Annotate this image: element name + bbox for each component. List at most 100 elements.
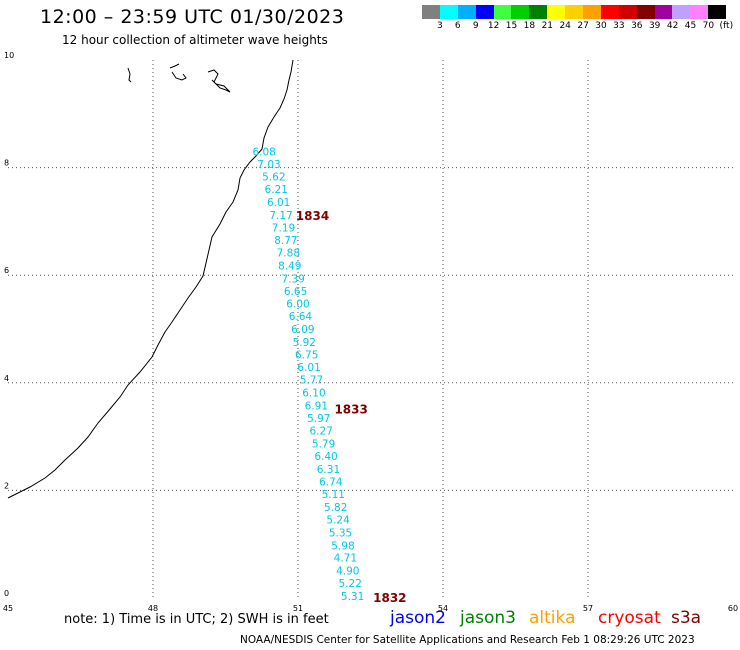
- color-scale-label: 21: [541, 21, 554, 31]
- color-swatch: [690, 5, 709, 19]
- color-scale-label: 24: [559, 21, 571, 31]
- color-scale-label: 33: [613, 21, 625, 31]
- color-swatch: [565, 5, 584, 19]
- satellite-label-s3a: s3a: [671, 608, 702, 628]
- y-tick-label: 0: [4, 589, 9, 598]
- time-label: 1832: [373, 591, 406, 605]
- color-scale-label: 70: [702, 21, 715, 31]
- color-swatch: [457, 5, 476, 19]
- wave-height-value: 6.75: [295, 349, 318, 361]
- color-swatch: [636, 5, 655, 19]
- color-swatch: [708, 5, 727, 19]
- wave-height-value: 6.08: [252, 146, 275, 158]
- satellite-label-jason2: jason2: [390, 608, 446, 628]
- wave-height-value: 6.09: [291, 324, 314, 336]
- island: [171, 71, 187, 81]
- wave-height-value: 6.65: [284, 286, 307, 298]
- wave-height-value: 6.21: [265, 184, 288, 196]
- wave-height-value: 6.10: [302, 387, 325, 399]
- island: [127, 67, 132, 83]
- time-labels: 1834 1833 1832: [296, 209, 407, 605]
- color-scale-label: 36: [631, 21, 643, 31]
- page-title: 12:00 – 23:59 UTC 01/30/2023: [40, 6, 345, 28]
- axis-tick-labels: 45 48 51 54 57 60 0 2 4 6 8 10: [3, 51, 738, 613]
- y-tick-label: 6: [4, 266, 9, 275]
- y-tick-label: 10: [4, 51, 14, 60]
- x-tick-label: 45: [3, 604, 13, 613]
- x-tick-label: 60: [728, 604, 738, 613]
- color-swatch: [654, 5, 673, 19]
- color-scale-label: 12: [487, 21, 500, 31]
- wave-height-value: 7.19: [272, 222, 295, 234]
- x-tick-label: 48: [148, 604, 158, 613]
- time-label: 1833: [334, 403, 367, 417]
- wave-height-value: 4.90: [336, 566, 359, 578]
- wave-height-value: 5.77: [300, 375, 323, 387]
- wave-height-value: 6.64: [289, 311, 313, 323]
- wave-height-value: 7.39: [281, 273, 304, 285]
- satellite-label-jason3: jason3: [460, 608, 516, 628]
- color-swatch: [422, 5, 440, 19]
- wave-height-value: 6.31: [317, 464, 340, 476]
- color-scale-label: 27: [577, 21, 589, 31]
- page-subtitle: 12 hour collection of altimeter wave hei…: [62, 33, 328, 47]
- wave-height-value: 7.17: [269, 210, 292, 222]
- satellite-label-altika: altika: [529, 608, 576, 628]
- note-text: note: 1) Time is in UTC; 2) SWH is in fe…: [64, 612, 329, 627]
- island: [207, 69, 231, 93]
- color-swatch: [475, 5, 494, 19]
- y-tick-label: 2: [4, 481, 9, 490]
- wave-height-value: 6.74: [319, 476, 343, 488]
- color-swatch: [672, 5, 691, 19]
- wave-height-value: 5.92: [293, 337, 316, 349]
- wave-height-value: 5.62: [262, 172, 285, 184]
- wave-height-value: 5.79: [312, 439, 335, 451]
- color-swatch: [583, 5, 601, 19]
- map-grid: [8, 60, 733, 598]
- wave-height-value: 5.35: [329, 527, 352, 539]
- color-swatch: [529, 5, 548, 19]
- wave-height-value: 5.22: [339, 578, 362, 590]
- wave-height-value: 5.82: [324, 502, 347, 514]
- wave-height-value: 6.00: [286, 299, 309, 311]
- color-scale-label: (ft): [719, 21, 734, 31]
- wave-height-value: 7.03: [257, 159, 280, 171]
- wave-height-value: 6.01: [267, 197, 290, 209]
- color-swatch: [618, 5, 637, 19]
- wave-height-value: 6.91: [305, 400, 328, 412]
- color-scale-label: 3: [437, 21, 443, 31]
- color-scale-labels: 3 6 9 12 15 18 21 24 27 30 33 36 39 42 45 70 (ft): [422, 21, 740, 33]
- color-scale-label: 45: [684, 21, 697, 31]
- island: [169, 63, 180, 69]
- wave-height-value: 7.88: [277, 248, 300, 260]
- x-tick-label: 54: [438, 604, 448, 613]
- wave-height-value: 6.40: [314, 451, 337, 463]
- wave-height-value: 5.98: [331, 540, 354, 552]
- x-tick-label: 51: [293, 604, 303, 613]
- color-swatch: [493, 5, 512, 19]
- wave-height-labels: 6.087.035.626.216.017.177.198.777.888.49…: [252, 146, 364, 602]
- island-group: [127, 63, 231, 93]
- wave-height-value: 5.11: [322, 489, 345, 501]
- wave-height-value: 5.97: [307, 413, 330, 425]
- wave-height-value: 8.77: [274, 235, 297, 247]
- color-swatch: [511, 5, 530, 19]
- wave-height-value: 6.01: [297, 362, 320, 374]
- y-tick-label: 4: [4, 374, 9, 383]
- color-scale-label: 18: [523, 21, 536, 31]
- color-scale-label: 42: [666, 21, 679, 31]
- coastline: [7, 59, 294, 499]
- color-swatch: [600, 5, 619, 19]
- color-scale-bar: [422, 5, 727, 19]
- color-scale-label: 30: [595, 21, 607, 31]
- x-tick-label: 57: [583, 604, 593, 613]
- wave-height-value: 4.71: [334, 553, 357, 565]
- wave-height-value: 6.27: [310, 426, 333, 438]
- color-swatch: [547, 5, 566, 19]
- color-scale-label: 15: [505, 21, 518, 31]
- color-swatch: [439, 5, 458, 19]
- wave-height-value: 5.24: [326, 514, 350, 526]
- color-scale-label: 9: [472, 21, 479, 31]
- wave-height-value: 8.49: [278, 261, 301, 273]
